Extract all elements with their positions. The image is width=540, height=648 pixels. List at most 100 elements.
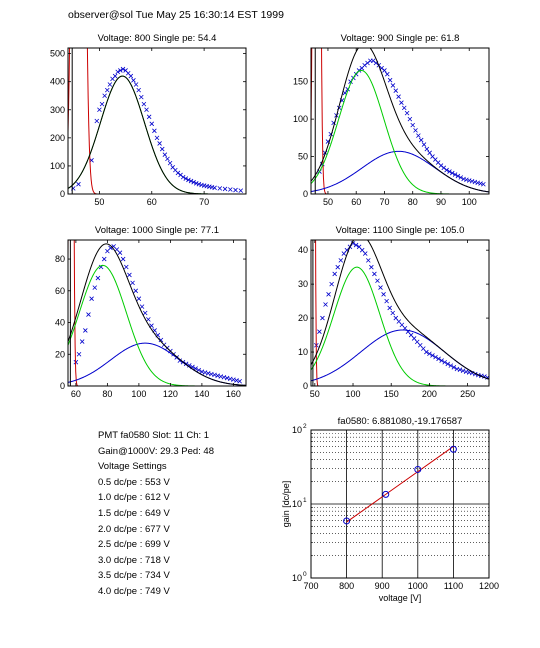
y-tick-label: 500 — [50, 49, 65, 59]
data-point — [399, 100, 404, 105]
pmt-info-panel: PMT fa0580 Slot: 11 Ch: 1 Gain@1000V: 29… — [98, 428, 214, 600]
data-point — [99, 101, 105, 107]
histogram-plot-3: 60 80 100 120 140 160 0 20 40 60 80 Voltage: 1000 S… — [55, 225, 247, 399]
x-tick-label: 200 — [422, 389, 437, 399]
data-point — [366, 258, 371, 263]
data-point — [222, 186, 228, 192]
voltage-settings-title: Voltage Settings — [98, 461, 167, 473]
data-point — [452, 172, 458, 177]
data-point — [329, 281, 334, 287]
data-point — [183, 176, 189, 181]
voltage-setting-3: 2.0 dc/pe : 677 V — [98, 523, 170, 535]
data-point — [217, 186, 223, 191]
data-point — [157, 141, 162, 146]
data-point — [461, 176, 466, 182]
data-point — [101, 256, 107, 262]
data-point — [237, 378, 242, 384]
data-point — [167, 160, 173, 166]
y-tick-exponent: 0 — [303, 571, 307, 578]
data-point — [139, 94, 144, 100]
data-point — [120, 66, 126, 72]
second-pe-fit-curve — [68, 342, 246, 386]
data-point — [466, 178, 472, 183]
data-point — [362, 251, 368, 256]
y-tick-label: 0 — [60, 189, 65, 199]
voltage-setting-0: 0.5 dc/pe : 553 V — [98, 476, 170, 488]
x-tick-label: 1200 — [479, 581, 499, 591]
voltage-setting-5: 3.0 dc/pe : 718 V — [98, 554, 170, 566]
data-point — [112, 73, 118, 79]
plot-frame — [310, 47, 490, 195]
data-point — [186, 177, 191, 183]
data-point — [401, 105, 407, 111]
y-axis-label: gain [dc/pe] — [281, 481, 291, 528]
data-point — [369, 264, 374, 270]
x-tick-label: 100 — [131, 389, 146, 399]
x-tick-label: 90 — [436, 197, 446, 207]
data-point — [95, 275, 101, 281]
data-point — [127, 272, 132, 278]
plot-title: Voltage: 1100 Single pe: 105.0 — [336, 225, 465, 236]
voltage-setting-2: 1.5 dc/pe : 649 V — [98, 507, 170, 519]
data-point — [128, 73, 134, 79]
first-pe-fit-curve — [68, 75, 246, 194]
data-point — [430, 353, 435, 358]
y-tick-label: 0 — [303, 381, 308, 391]
data-point — [131, 78, 136, 83]
plot-frame — [310, 429, 490, 579]
data-point — [102, 93, 107, 99]
histogram-plot-1: 50 60 70 0 100 200 300 400 500 Voltage: 800 Singl… — [50, 33, 247, 207]
plot-title: fa0580: 6.881080,-19.176587 — [338, 416, 463, 427]
data-point — [133, 82, 139, 87]
plot-frame — [67, 47, 247, 195]
total-fit-curve — [68, 243, 246, 386]
data-point — [407, 116, 413, 122]
data-point — [447, 169, 452, 174]
y-tick-label: 150 — [293, 77, 308, 87]
pedestal-fit-curve — [68, 48, 246, 194]
data-point — [175, 170, 181, 176]
x-tick-label: 1100 — [444, 581, 463, 591]
data-point — [451, 365, 457, 370]
y-tick-label: 0 — [60, 381, 65, 391]
data-point — [187, 363, 192, 368]
data-point — [317, 329, 322, 334]
y-tick-exponent: 2 — [303, 423, 307, 430]
data-point — [353, 242, 359, 248]
data-point — [378, 285, 383, 290]
data-point — [439, 358, 444, 363]
total-fit-curve — [68, 75, 246, 194]
voltage-setting-6: 3.5 dc/pe : 734 V — [98, 570, 170, 582]
data-point — [130, 280, 135, 286]
voltage-setting-1: 1.0 dc/pe : 612 V — [98, 492, 170, 504]
data-point — [97, 107, 102, 113]
data-point — [458, 175, 464, 180]
data-point — [478, 181, 483, 186]
data-point — [404, 110, 410, 116]
data-point — [146, 114, 152, 120]
gain-point — [414, 465, 422, 473]
data-point — [418, 137, 424, 143]
data-point — [180, 174, 186, 180]
data-point — [76, 351, 82, 357]
data-point — [350, 241, 356, 246]
data-point — [139, 304, 145, 309]
data-point — [104, 87, 110, 93]
data-point — [445, 361, 451, 367]
data-point — [441, 165, 447, 171]
x-tick-label: 900 — [375, 581, 390, 591]
data-point — [149, 121, 155, 127]
data-point — [92, 285, 98, 290]
plot-area-4 — [311, 240, 489, 386]
gain-point — [343, 517, 351, 525]
y-tick-label: 40 — [55, 318, 65, 328]
data-point — [83, 328, 88, 333]
plot-frame — [310, 239, 490, 387]
data-point — [444, 167, 449, 173]
data-point — [438, 163, 444, 168]
data-point — [481, 181, 486, 187]
data-point — [381, 292, 386, 297]
data-point — [387, 305, 392, 311]
y-tick-label: 100 — [50, 161, 65, 171]
